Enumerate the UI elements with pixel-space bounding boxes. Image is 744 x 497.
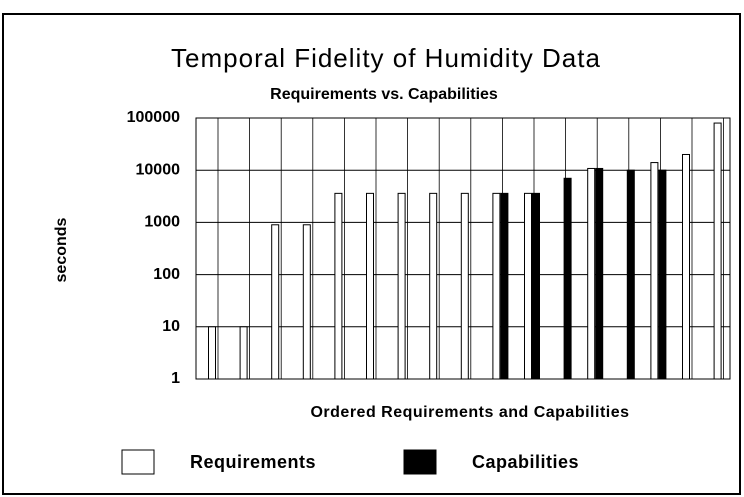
y-tick-label: 10000 (136, 161, 181, 178)
bar (626, 169, 635, 380)
bar (366, 192, 374, 380)
bar (239, 326, 248, 380)
bar (658, 169, 667, 380)
bar (682, 153, 690, 380)
bar (271, 224, 280, 380)
x-axis-title: Ordered Requirements and Capabilities (310, 404, 629, 421)
bar (397, 192, 406, 380)
y-tick-label: 1000 (144, 214, 180, 231)
bar (429, 192, 438, 380)
bar (208, 326, 216, 380)
bar (500, 192, 509, 380)
bar (524, 192, 532, 380)
legend-swatch (403, 449, 437, 475)
bar (563, 177, 572, 380)
y-tick-label: 100 (153, 266, 180, 283)
bar (650, 162, 659, 380)
bar (460, 192, 469, 380)
legend-label: Capabilities (472, 452, 579, 472)
y-axis-title: seconds (53, 217, 70, 282)
legend-swatch (121, 449, 155, 475)
bar (587, 167, 596, 380)
bar (713, 122, 722, 380)
bar (334, 192, 343, 380)
bar (492, 192, 501, 380)
bar (595, 167, 604, 380)
bar (532, 192, 540, 380)
y-tick-label: 100000 (127, 109, 180, 126)
chart-subtitle: Requirements vs. Capabilities (270, 86, 498, 103)
chart-title: Temporal Fidelity of Humidity Data (171, 43, 601, 73)
y-tick-label: 1 (171, 370, 180, 387)
bar (302, 224, 311, 380)
legend-label: Requirements (190, 452, 316, 472)
y-tick-label: 10 (162, 318, 180, 335)
